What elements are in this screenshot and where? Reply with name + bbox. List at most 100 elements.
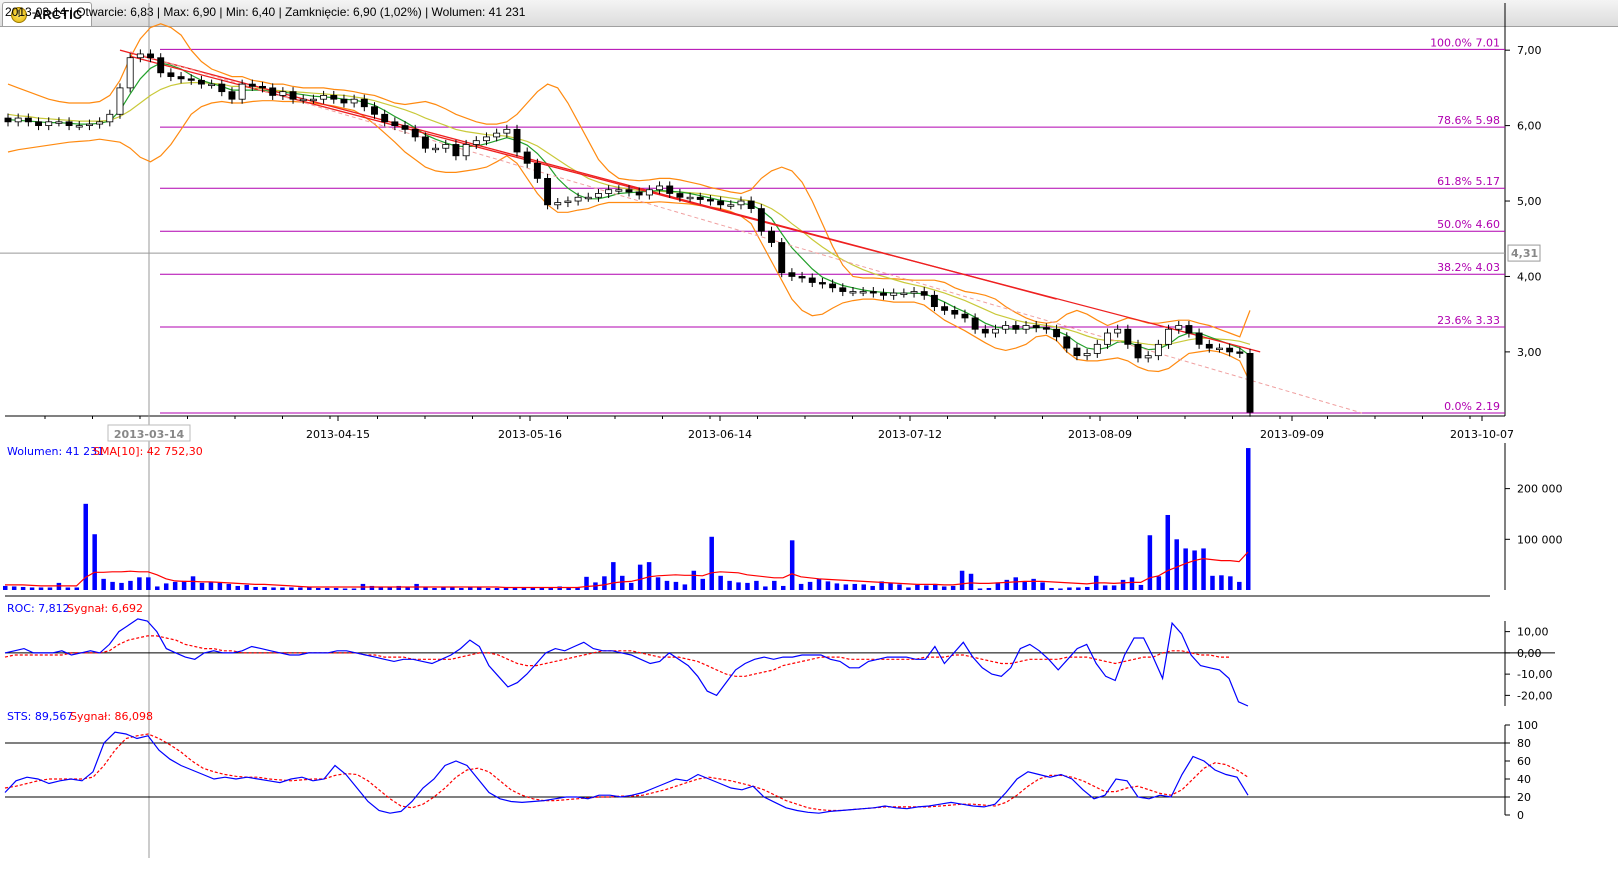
fibonacci-label: 0.0% 2.19	[1444, 400, 1500, 413]
chart-area[interactable]: 2013-03-14 | Otwarcie: 6,83 | Max: 6,90 …	[0, 0, 1618, 858]
volume-bar	[709, 536, 714, 590]
sts-legend: STS: 89,567	[7, 710, 73, 723]
volume-bar	[1049, 587, 1054, 590]
volume-bar	[1219, 575, 1224, 590]
candle-body	[564, 200, 572, 203]
candle-body	[116, 87, 124, 115]
candle-body	[798, 276, 806, 279]
cursor-price-box	[1507, 244, 1541, 262]
volume-bar	[20, 586, 26, 590]
volume-bar	[47, 587, 53, 590]
volume-bar	[780, 585, 786, 590]
candle-body	[371, 106, 378, 115]
volume-bar	[324, 587, 330, 590]
candle-body	[442, 144, 450, 149]
candle-body	[849, 291, 857, 294]
volume-bar	[539, 587, 545, 590]
volume-bar	[74, 587, 80, 590]
volume-bar	[38, 587, 44, 590]
roc-line	[4, 618, 1249, 707]
candle-body	[971, 317, 979, 330]
candle-body	[818, 282, 826, 285]
fibonacci-label: 50.0% 4.60	[1437, 218, 1500, 231]
fibonacci-label: 100.0% 7.01	[1430, 36, 1500, 49]
volume-bar	[271, 587, 276, 590]
price-y-tick-label: 7,00	[1517, 44, 1542, 57]
price-y-tick-label: 6,00	[1517, 120, 1542, 133]
volume-bar	[611, 562, 616, 590]
volume-bar	[673, 581, 679, 590]
volume-bar	[181, 580, 187, 590]
sts-line	[4, 731, 1249, 814]
candle-body	[35, 121, 42, 126]
candle-body	[747, 200, 755, 209]
volume-bar	[530, 587, 536, 590]
sts-y-tick-label: 80	[1517, 737, 1531, 750]
candle-body	[1154, 343, 1162, 357]
candle-body	[1216, 347, 1223, 351]
candle-body	[330, 95, 338, 100]
volume-bar	[1174, 539, 1179, 590]
price-y-tick-label: 4,00	[1517, 270, 1542, 283]
volume-bar	[235, 585, 241, 590]
candle-body	[615, 189, 623, 192]
price-panel[interactable]: 7,00 6,00 5,00 4,00 3,00 2013-04-15 2013-05-16…	[0, 3, 1542, 858]
candle-body	[1073, 347, 1081, 357]
volume-bar	[1138, 584, 1144, 590]
candle-body	[483, 136, 490, 142]
candle-body	[880, 292, 887, 296]
candle-body	[350, 98, 358, 104]
volume-bar	[226, 583, 232, 590]
volume-bar	[968, 573, 974, 590]
candle-body	[757, 208, 765, 232]
price-x-tick-label: 2013-06-14	[688, 428, 752, 441]
sma-slow-line	[7, 81, 1251, 346]
volume-bar	[163, 583, 169, 590]
candle-body	[136, 53, 144, 59]
volume-bar	[432, 587, 437, 590]
candle-body	[656, 185, 663, 191]
info-separator: |	[425, 5, 431, 19]
candle-body	[930, 294, 938, 308]
candle-body	[411, 128, 419, 138]
volume-bar	[307, 587, 312, 590]
candle-body	[421, 136, 429, 149]
volume-bar	[1004, 579, 1010, 590]
volume-bar	[1076, 587, 1081, 590]
candle-body	[177, 76, 185, 80]
candle-body	[269, 87, 277, 96]
volume-bar	[637, 564, 643, 590]
volume-bar	[1022, 581, 1027, 590]
volume-bar	[1165, 514, 1171, 590]
sts-y-tick-label: 20	[1517, 791, 1531, 804]
volume-bar	[172, 581, 178, 590]
volume-bar	[718, 575, 723, 590]
volume-sma-legend: SMA[10]: 42 752,30	[93, 445, 203, 458]
volume-bar	[423, 586, 428, 590]
volume-bar	[1040, 582, 1045, 590]
price-x-tick-label: 2013-07-12	[878, 428, 942, 441]
volume-y-tick-label: 200 000	[1517, 483, 1563, 496]
volume-bar	[995, 582, 1001, 590]
volume-bar	[1085, 586, 1090, 590]
tab-arctic[interactable]: ! ARCTIC	[2, 2, 92, 26]
volume-bar	[584, 576, 589, 590]
volume-bar	[646, 562, 652, 590]
volume-bar	[485, 587, 491, 590]
candle-body	[1144, 355, 1152, 359]
volume-bar	[897, 584, 902, 590]
volume-bar	[92, 534, 97, 590]
candle-body	[595, 193, 602, 198]
candle-body	[869, 291, 877, 294]
sts-y-tick-label: 60	[1517, 755, 1531, 768]
roc-y-tick-label: 0,00	[1517, 647, 1542, 660]
volume-bar	[1111, 585, 1117, 590]
volume-bar	[1147, 535, 1153, 590]
volume-bar	[879, 581, 884, 590]
candle-body	[778, 242, 786, 274]
candle-body	[248, 83, 256, 87]
candle-body	[24, 117, 32, 123]
